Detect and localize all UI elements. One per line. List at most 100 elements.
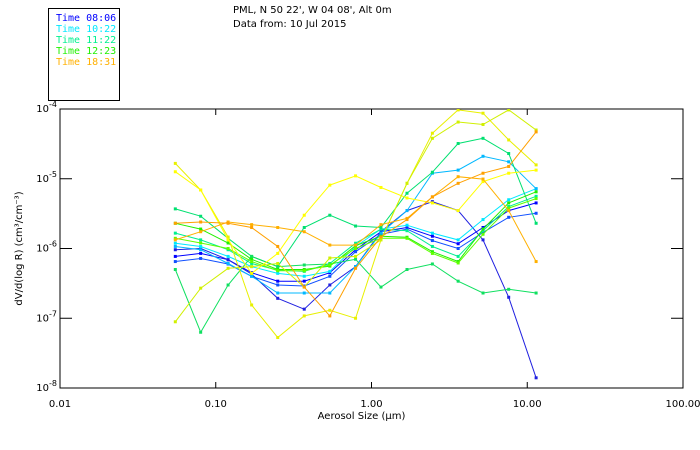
legend-item-3: Time 12:23 <box>56 46 117 57</box>
data-point <box>226 235 230 239</box>
data-point <box>173 267 177 271</box>
data-point <box>456 242 460 246</box>
data-point <box>250 257 254 261</box>
data-point <box>226 261 230 265</box>
data-point <box>276 269 280 273</box>
data-point <box>534 187 538 191</box>
x-tick-label: 0.01 <box>49 399 71 410</box>
data-point <box>456 168 460 172</box>
data-point <box>379 185 383 189</box>
data-point <box>354 247 358 250</box>
y-tick-label: 10-7 <box>36 309 57 324</box>
data-point <box>302 226 306 230</box>
data-point <box>379 231 383 235</box>
data-point <box>534 130 538 134</box>
data-point <box>173 248 177 252</box>
data-point <box>456 261 460 265</box>
data-point <box>199 227 203 231</box>
data-point <box>302 307 306 311</box>
data-point <box>276 251 280 255</box>
data-point <box>456 109 460 112</box>
data-point <box>379 227 383 231</box>
data-point <box>456 181 460 185</box>
data-point <box>276 291 280 295</box>
data-point <box>173 221 177 225</box>
data-point <box>534 168 538 172</box>
data-point <box>276 296 280 300</box>
data-point <box>276 265 280 269</box>
y-tick-label: 10-5 <box>36 170 57 185</box>
data-point <box>430 244 434 248</box>
data-point <box>507 164 511 168</box>
data-point <box>534 190 538 194</box>
data-point <box>534 128 538 132</box>
data-point <box>302 269 306 273</box>
data-point <box>302 285 306 289</box>
data-point <box>507 215 511 219</box>
x-tick-label: 10.00 <box>513 399 542 410</box>
data-point <box>354 243 358 247</box>
data-point <box>481 218 485 222</box>
data-point <box>481 232 485 236</box>
data-point <box>430 131 434 135</box>
data-point <box>430 250 434 254</box>
data-point <box>302 263 306 267</box>
data-point <box>173 236 177 240</box>
data-point <box>405 191 409 195</box>
data-point <box>430 195 434 199</box>
data-point <box>250 223 254 227</box>
data-point <box>507 109 511 112</box>
data-point <box>276 226 280 230</box>
data-point <box>379 235 383 239</box>
data-point <box>405 196 409 200</box>
data-point <box>250 271 254 275</box>
data-point <box>481 227 485 231</box>
data-point <box>173 161 177 165</box>
data-point <box>199 220 203 224</box>
data-point <box>405 236 409 240</box>
data-point <box>379 226 383 230</box>
data-point <box>226 254 230 258</box>
data-point <box>354 265 358 269</box>
chart-title: PML, N 50 22', W 04 08', Alt 0m <box>233 5 392 16</box>
data-point <box>354 250 358 254</box>
data-point <box>507 160 511 164</box>
data-point <box>328 183 332 187</box>
data-point <box>379 285 383 289</box>
data-point <box>173 170 177 174</box>
data-point <box>507 209 511 213</box>
data-point <box>430 251 434 255</box>
y-axis-label: dV/d(log R) (cm³/cm⁻³) <box>14 191 25 305</box>
data-point <box>481 171 485 175</box>
data-point <box>354 257 358 261</box>
data-point <box>199 214 203 218</box>
y-tick-label: 10-8 <box>36 379 57 394</box>
data-point <box>199 241 203 245</box>
data-point <box>507 295 511 299</box>
data-point <box>405 229 409 233</box>
legend-item-0: Time 08:06 <box>56 13 117 24</box>
data-point <box>302 274 306 278</box>
data-point <box>226 247 230 250</box>
x-tick-label: 1.00 <box>360 399 382 410</box>
data-point <box>534 194 538 198</box>
data-point <box>354 241 358 245</box>
data-point <box>430 170 434 174</box>
data-point <box>481 180 485 184</box>
data-point <box>481 177 485 181</box>
data-point <box>354 224 358 228</box>
data-point <box>405 227 409 231</box>
data-point <box>456 142 460 146</box>
data-point <box>250 265 254 269</box>
data-point <box>534 376 538 380</box>
data-point <box>481 291 485 295</box>
data-point <box>481 122 485 126</box>
data-point <box>250 303 254 307</box>
data-point <box>456 209 460 213</box>
data-point <box>534 221 538 225</box>
data-point <box>199 230 203 234</box>
data-point <box>534 211 538 215</box>
data-point <box>430 136 434 140</box>
